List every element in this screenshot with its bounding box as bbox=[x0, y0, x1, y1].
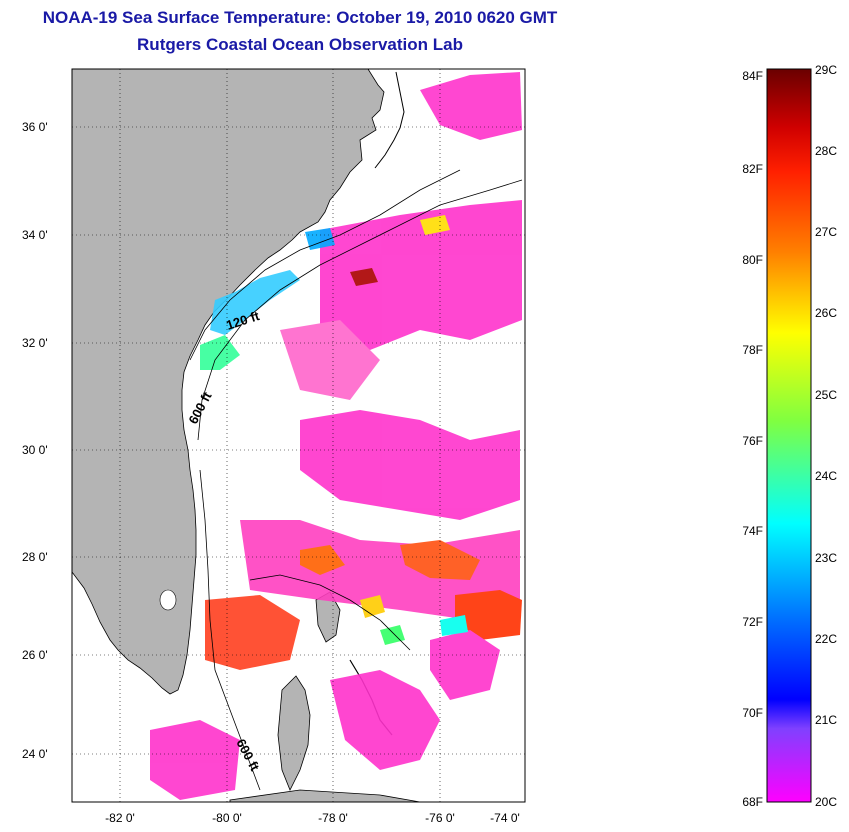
colorbar-f-label: 74F bbox=[742, 524, 763, 538]
colorbar-c-label: 27C bbox=[815, 225, 837, 239]
lake-okeechobee bbox=[159, 589, 177, 611]
map-subtitle: Rutgers Coastal Ocean Observation Lab bbox=[137, 35, 463, 54]
colorbar-c-label: 29C bbox=[815, 63, 837, 77]
lat-label: 32 0' bbox=[22, 336, 48, 350]
colorbar-c-label: 21C bbox=[815, 713, 837, 727]
lon-label: -74 0' bbox=[490, 811, 520, 825]
colorbar-c-label: 28C bbox=[815, 144, 837, 158]
contour-600ft bbox=[197, 179, 523, 441]
lon-label: -76 0' bbox=[425, 811, 455, 825]
contour-120ft bbox=[189, 169, 461, 361]
colorbar-c-label: 24C bbox=[815, 469, 837, 483]
colorbar-fahrenheit-scale: 84F 82F 80F 78F 76F 74F 72F 70F 68F bbox=[742, 69, 763, 809]
colorbar-f-label: 84F bbox=[742, 69, 763, 83]
sst-coastal-cool-band bbox=[210, 270, 300, 335]
lat-label: 36 0' bbox=[22, 120, 48, 134]
map-area: 120 ft 600 ft 600 ft bbox=[71, 68, 526, 803]
lon-label: -82 0' bbox=[105, 811, 135, 825]
colorbar-c-label: 23C bbox=[815, 551, 837, 565]
lon-label: -80 0' bbox=[212, 811, 242, 825]
lat-label: 34 0' bbox=[22, 228, 48, 242]
colorbar-f-label: 80F bbox=[742, 253, 763, 267]
lat-label: 24 0' bbox=[22, 747, 48, 761]
colorbar-c-label: 22C bbox=[815, 632, 837, 646]
colorbar-f-label: 68F bbox=[742, 795, 763, 809]
colorbar-celsius-scale: 29C 28C 27C 26C 25C 24C 23C 22C 21C 20C bbox=[815, 63, 837, 809]
colorbar-c-label: 20C bbox=[815, 795, 837, 809]
colorbar-c-label: 26C bbox=[815, 306, 837, 320]
bahamas-andros bbox=[277, 675, 311, 791]
colorbar-f-label: 82F bbox=[742, 162, 763, 176]
lon-label: -78 0' bbox=[318, 811, 348, 825]
outer-banks bbox=[374, 71, 405, 169]
lat-label: 30 0' bbox=[22, 443, 48, 457]
colorbar-c-label: 25C bbox=[815, 388, 837, 402]
lon-axis: -82 0' -80 0' -78 0' -76 0' -74 0' bbox=[105, 811, 520, 825]
colorbar-gradient bbox=[766, 68, 812, 803]
colorbar-f-label: 72F bbox=[742, 615, 763, 629]
colorbar-f-label: 76F bbox=[742, 434, 763, 448]
colorbar: 84F 82F 80F 78F 76F 74F 72F 70F 68F 29C … bbox=[742, 63, 837, 809]
lat-label: 26 0' bbox=[22, 648, 48, 662]
colorbar-f-label: 70F bbox=[742, 706, 763, 720]
map-frame bbox=[71, 68, 526, 803]
sst-patches bbox=[150, 72, 522, 800]
colorbar-f-label: 78F bbox=[742, 343, 763, 357]
map-title: NOAA-19 Sea Surface Temperature: October… bbox=[42, 8, 558, 27]
lat-label: 28 0' bbox=[22, 550, 48, 564]
land-us-mainland bbox=[72, 69, 385, 695]
lat-axis: 36 0' 34 0' 32 0' 30 0' 28 0' 26 0' 24 0… bbox=[22, 120, 48, 761]
